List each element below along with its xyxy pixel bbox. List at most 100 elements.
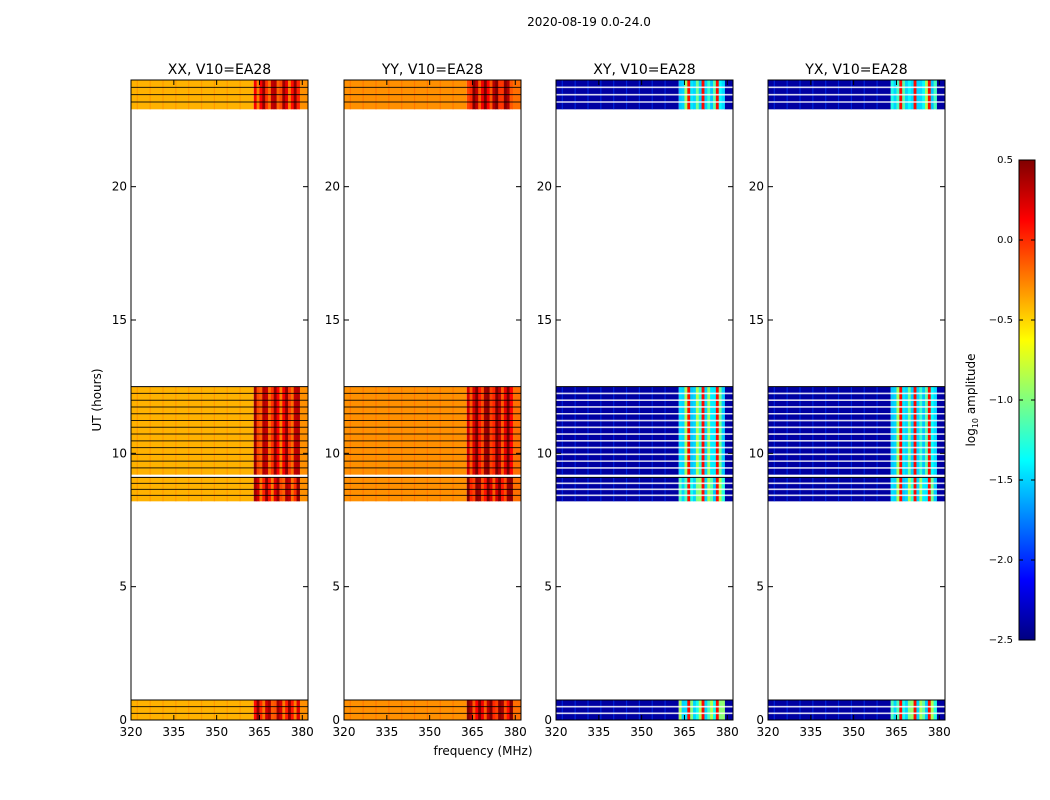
heatmap-texture (812, 700, 814, 720)
heatmap-texture (863, 700, 865, 720)
heatmap-texture (188, 700, 190, 720)
heatmap-texture (850, 700, 852, 720)
heatmap-stripe (698, 386, 703, 475)
heatmap-texture (200, 386, 203, 475)
heatmap-stripe (890, 700, 895, 720)
panel-yy: YY, V10=EA28 320 335 350 365 380 0 5 10 15 20 (325, 62, 527, 739)
heatmap-stripe (259, 386, 263, 475)
heatmap-stripe (268, 386, 272, 475)
heatmap-stripe (678, 386, 683, 475)
colorbar-tick-label: −2.5 (989, 635, 1013, 646)
heatmap-stripe (715, 386, 720, 475)
heatmap-texture (613, 386, 615, 475)
heatmap-stripe (713, 386, 717, 475)
heatmap-stripe (930, 700, 935, 720)
heatmap-stripe (890, 386, 895, 475)
heatmap-texture (362, 386, 364, 475)
y-tick-label: 10 (749, 446, 764, 460)
heatmap-stripe (684, 386, 688, 475)
heatmap-stripe (902, 386, 906, 475)
heatmap-stripe (925, 386, 929, 475)
panel-title: YY, V10=EA28 (381, 62, 483, 78)
heatmap-stripe (256, 386, 260, 475)
heatmap-texture (375, 386, 377, 475)
heatmap-stripe (704, 700, 708, 720)
heatmap-base (131, 386, 254, 475)
heatmap-stripe (288, 386, 292, 475)
heatmap-stripe (296, 386, 300, 475)
data-block (556, 386, 733, 475)
heatmap-base (724, 386, 733, 475)
heatmap-texture (664, 700, 666, 720)
heatmap-stripe (896, 386, 900, 475)
colorbar-tick-label: 0.5 (997, 155, 1013, 166)
panel-frame (343, 79, 522, 721)
heatmap-stripe (501, 386, 505, 475)
heatmap-stripe (913, 700, 917, 720)
heatmap-stripe (698, 700, 703, 720)
heatmap-stripe (290, 700, 295, 720)
heatmap-texture (226, 700, 228, 720)
heatmap-texture (213, 386, 215, 475)
panel-frame (767, 79, 946, 721)
heatmap-texture (574, 700, 576, 720)
x-tick-label: 335 (375, 725, 398, 739)
heatmap-texture (349, 700, 351, 720)
panel-title: YX, V10=EA28 (804, 62, 907, 78)
heatmap-stripe (710, 700, 714, 720)
heatmap-base (768, 700, 891, 720)
heatmap-texture (239, 386, 241, 475)
heatmap-stripe (276, 700, 280, 720)
heatmap-stripe (288, 700, 292, 720)
heatmap-stripe (922, 386, 926, 475)
heatmap-texture (239, 700, 241, 720)
x-tick-label: 380 (928, 725, 951, 739)
heatmap-stripe (270, 386, 275, 475)
heatmap-stripe (506, 700, 511, 720)
heatmap-texture (375, 700, 377, 720)
y-tick-label: 15 (537, 313, 552, 327)
x-tick-label: 335 (799, 725, 822, 739)
heatmap-texture (574, 386, 576, 475)
heatmap-base (344, 386, 467, 475)
y-tick-label: 0 (119, 713, 127, 727)
heatmap-texture (349, 386, 351, 475)
heatmap-stripe (290, 386, 295, 475)
heatmap-stripe (282, 700, 286, 720)
data-block (768, 476, 945, 502)
heatmap-stripe (713, 700, 717, 720)
heatmap-texture (561, 700, 563, 720)
y-tick-label: 15 (325, 313, 340, 327)
heatmap-texture (200, 700, 203, 720)
heatmap-texture (600, 700, 602, 720)
data-block (344, 79, 521, 110)
heatmap-stripe (916, 386, 920, 475)
heatmap-stripe (687, 386, 691, 475)
heatmap-base (768, 386, 891, 475)
x-tick-label: 320 (757, 725, 780, 739)
heatmap-base (131, 700, 254, 720)
colorbar-tick-label: −2.0 (989, 555, 1013, 566)
x-tick-label: 380 (716, 725, 739, 739)
heatmap-stripe (693, 386, 697, 475)
panel-title: XX, V10=EA28 (168, 62, 271, 78)
heatmap-stripe (506, 386, 511, 475)
heatmap-texture (388, 700, 390, 720)
heatmap-stripe (707, 700, 711, 720)
heatmap-texture (850, 386, 852, 475)
heatmap-stripe (916, 700, 920, 720)
heatmap-stripe (913, 386, 917, 475)
heatmap-texture (825, 386, 827, 475)
heatmap-stripe (293, 700, 298, 720)
heatmap-stripe (475, 700, 479, 720)
heatmap-texture (175, 700, 177, 720)
heatmap-texture (413, 700, 416, 720)
heatmap-stripe (693, 700, 697, 720)
heatmap-base (512, 700, 521, 720)
y-tick-label: 15 (112, 313, 127, 327)
x-tick-label: 350 (630, 725, 653, 739)
heatmap-stripe (259, 700, 263, 720)
heatmap-stripe (718, 386, 723, 475)
heatmap-stripe (276, 386, 280, 475)
